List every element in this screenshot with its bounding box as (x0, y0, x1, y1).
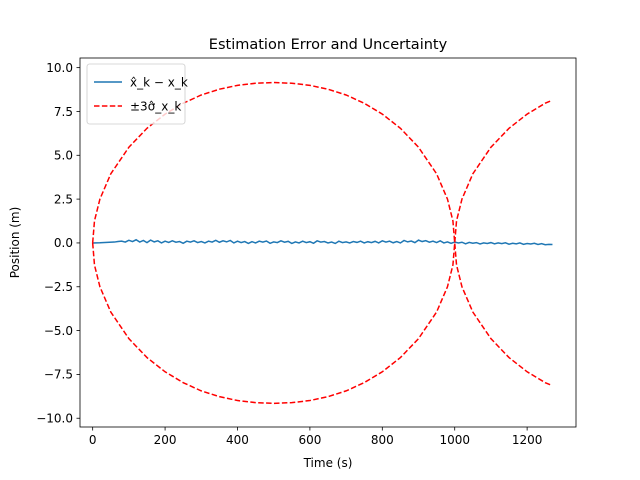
estimation-error-line (92, 238, 553, 246)
y-tick-label: −5.0 (44, 324, 73, 338)
x-tick-label: 1000 (439, 433, 470, 447)
y-tick-label: 2.5 (54, 192, 73, 206)
y-axis-label: Position (m) (8, 207, 22, 279)
x-tick-label: 200 (154, 433, 177, 447)
y-tick-label: 7.5 (54, 105, 73, 119)
x-axis-label: Time (s) (303, 456, 353, 470)
legend-box (86, 63, 186, 125)
y-tick-label: 10.0 (46, 61, 73, 75)
y-axis-ticks: −10.0 −7.5 −5.0 −2.5 0.0 2.5 5.0 7.5 10.0 (36, 61, 80, 426)
x-tick-label: 0 (89, 433, 97, 447)
legend-label: x̂_k − x_k (130, 75, 188, 89)
x-axis-ticks: 0 200 400 600 800 1000 1200 (89, 427, 543, 447)
chart-title: Estimation Error and Uncertainty (209, 37, 448, 53)
y-tick-label: −10.0 (36, 412, 73, 426)
x-tick-label: 1200 (512, 433, 543, 447)
y-tick-label: 5.0 (54, 149, 73, 163)
y-tick-label: −7.5 (44, 368, 73, 382)
legend-label: ±3σ̂_x_k (130, 99, 181, 113)
x-tick-label: 600 (298, 433, 321, 447)
sigma-bound-lower-line (91, 242, 551, 405)
x-tick-label: 400 (226, 433, 249, 447)
legend: x̂_k − x_k ±3σ̂_x_k (86, 63, 188, 125)
y-tick-label: 0.0 (54, 236, 73, 250)
y-tick-label: −2.5 (44, 280, 73, 294)
x-tick-label: 800 (371, 433, 394, 447)
axes-frame (79, 57, 577, 428)
